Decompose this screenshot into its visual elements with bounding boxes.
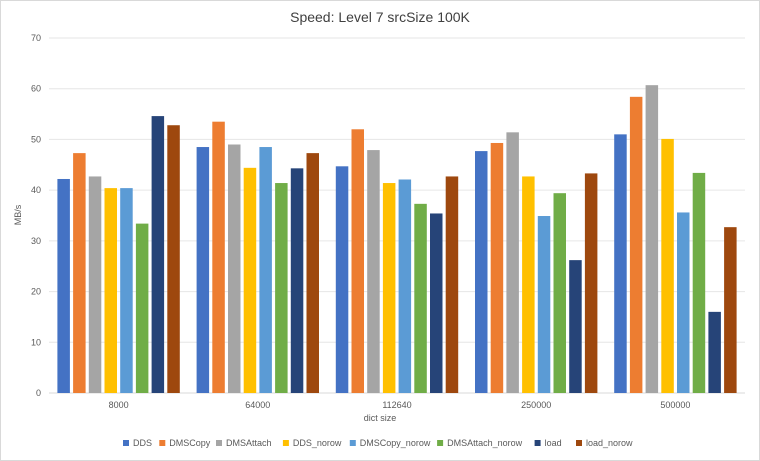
y-axis-title: MB/s	[13, 204, 23, 225]
legend-item-load: load	[534, 438, 562, 448]
y-tick-label: 0	[36, 388, 41, 398]
bar-DMSAttach_norow-112640	[414, 203, 427, 393]
bar-DMSCopy_norow-500000	[677, 212, 690, 393]
legend-label: DMSCopy_norow	[360, 438, 431, 448]
bar-DMSAttach-500000	[645, 85, 659, 394]
bar-DDS-250000	[475, 151, 488, 393]
y-tick-label: 50	[31, 134, 41, 144]
bar-DDS-500000	[614, 134, 627, 393]
legend-swatch	[576, 440, 582, 446]
y-tick-label: 30	[31, 236, 41, 246]
y-tick-label: 60	[31, 84, 41, 94]
legend-swatch	[159, 440, 166, 446]
bar-DDS-8000	[57, 178, 70, 393]
bar-DDS_norow-8000	[104, 188, 117, 393]
y-tick-label: 10	[31, 337, 41, 347]
bar-DMSAttach-250000	[506, 132, 519, 394]
bar-DMSCopy_norow-8000	[120, 188, 133, 393]
legend-swatch	[437, 440, 444, 446]
legend-swatch	[123, 440, 129, 446]
legend-label: DMSAttach_norow	[447, 438, 523, 448]
legend-item-DMSAttach_norow: DMSAttach_norow	[437, 438, 523, 448]
bar-DMSAttach-8000	[88, 176, 102, 393]
legend-item-DMSCopy: DMSCopy	[159, 438, 211, 448]
legend-swatch	[534, 440, 541, 446]
bar-DDS_norow-112640	[382, 183, 396, 393]
bar-load_norow-500000	[724, 227, 737, 393]
bar-DMSAttach-64000	[228, 144, 241, 393]
bar-load-64000	[290, 168, 304, 393]
legend: DDS DMSCopy DMSAttach DDS_norow DMSCopy_noro…	[123, 438, 633, 448]
bar-DDS-112640	[335, 166, 349, 393]
bar-load_norow-250000	[584, 173, 598, 393]
bar-DMSAttach_norow-250000	[553, 193, 566, 393]
x-tick-label: 64000	[245, 400, 270, 410]
legend-swatch	[216, 440, 222, 446]
bar-DMSCopy_norow-112640	[398, 179, 412, 393]
bar-load-250000	[569, 260, 582, 393]
legend-item-DDS_norow: DDS_norow	[282, 438, 342, 448]
bar-DDS-64000	[196, 147, 210, 393]
bars	[57, 85, 737, 394]
bar-DMSAttach_norow-500000	[692, 172, 706, 393]
bar-DMSAttach-112640	[367, 150, 380, 393]
bar-load_norow-8000	[167, 125, 180, 393]
bar-DMSCopy-112640	[351, 129, 364, 394]
bar-load_norow-64000	[306, 153, 319, 393]
y-tick-label: 40	[31, 185, 41, 195]
y-tick-label: 20	[31, 287, 41, 297]
bar-DDS_norow-250000	[522, 176, 535, 393]
gridlines	[49, 37, 745, 394]
legend-label: DDS_norow	[293, 438, 342, 448]
x-tick-label: 8000	[109, 400, 129, 410]
x-tick-label: 112640	[382, 400, 411, 410]
legend-swatch	[349, 440, 356, 446]
bar-DMSAttach_norow-64000	[275, 183, 288, 393]
bar-load-8000	[151, 116, 165, 393]
legend-label: DMSAttach	[226, 438, 272, 448]
bar-load_norow-112640	[445, 176, 459, 393]
axes: 0 10 20 30 40 50 60 70 8000 64000 112640 250000 5000…	[31, 33, 690, 410]
legend-item-DMSAttach: DMSAttach	[216, 438, 272, 448]
bar-DMSCopy-8000	[73, 153, 86, 393]
y-tick-label: 70	[31, 33, 41, 43]
bar-DMSCopy_norow-250000	[537, 216, 551, 393]
bar-DDS_norow-500000	[661, 138, 674, 393]
legend-swatch	[282, 440, 289, 446]
bar-DMSAttach_norow-8000	[135, 223, 149, 393]
bar-DDS_norow-64000	[243, 167, 257, 393]
x-tick-label: 250000	[521, 400, 551, 410]
chart-title: Speed: Level 7 srcSize 100K	[290, 9, 470, 25]
bar-DMSCopy_norow-64000	[259, 147, 272, 393]
bar-load-112640	[430, 213, 443, 393]
x-tick-label: 500000	[660, 400, 690, 410]
bar-DMSCopy-64000	[212, 121, 225, 393]
legend-item-DMSCopy_norow: DMSCopy_norow	[349, 438, 431, 448]
bar-DMSCopy-250000	[490, 142, 504, 393]
legend-item-DDS: DDS	[123, 438, 152, 448]
bar-DMSCopy-500000	[629, 96, 643, 393]
legend-label: load_norow	[586, 438, 633, 448]
legend-label: load	[545, 438, 562, 448]
legend-label: DMSCopy	[169, 438, 211, 448]
legend-label: DDS	[133, 438, 152, 448]
bar-load-500000	[708, 311, 721, 393]
x-axis-title: dict size	[364, 413, 397, 423]
legend-item-load_norow: load_norow	[576, 438, 633, 448]
